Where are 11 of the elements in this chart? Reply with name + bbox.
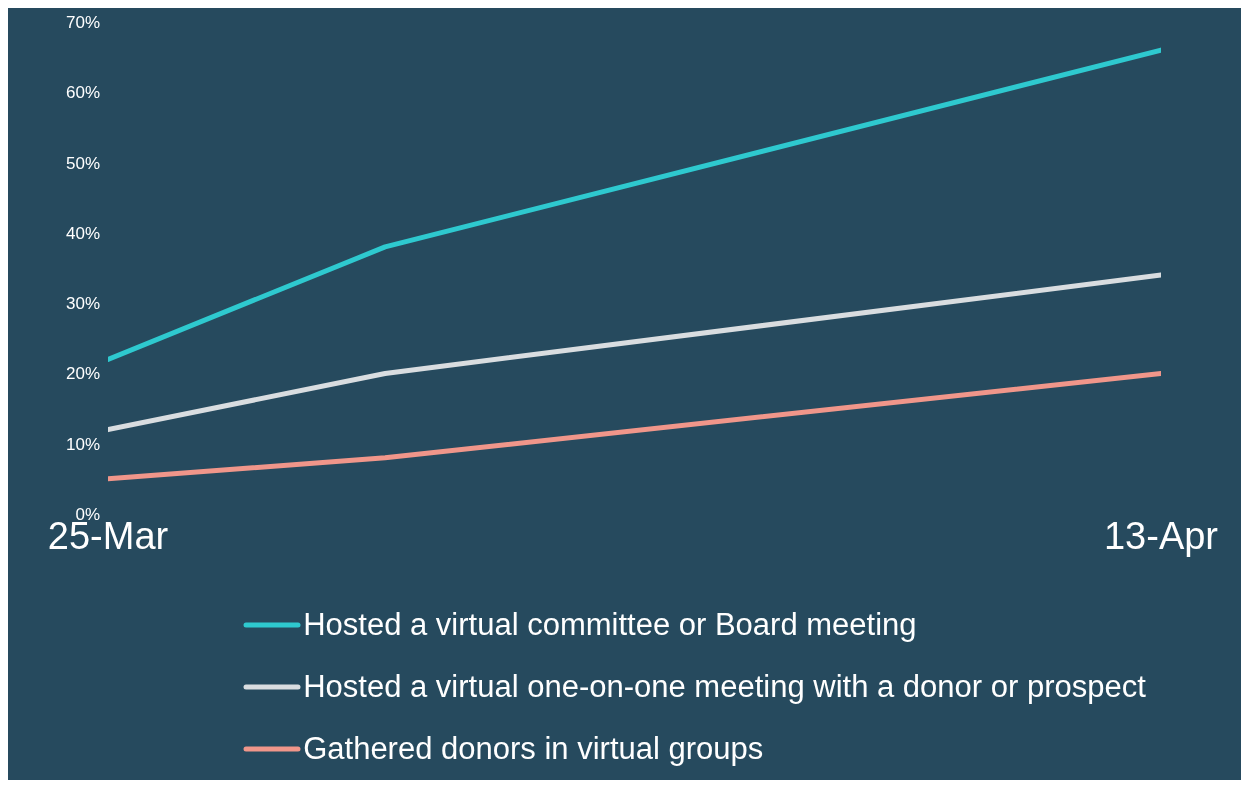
y-tick-label: 50% <box>65 153 100 173</box>
legend-label: Hosted a virtual one-on-one meeting with a donor or prospect <box>303 669 1146 705</box>
x-tick-label: 13-Apr <box>1103 514 1219 557</box>
y-tick-label: 60% <box>65 83 100 103</box>
y-tick-label: 10% <box>65 434 100 454</box>
y-tick-label: 20% <box>65 364 100 384</box>
y-tick-label: 70% <box>65 13 100 33</box>
legend-label: Gathered donors in virtual groups <box>303 731 764 767</box>
y-tick-label: 40% <box>65 223 100 243</box>
y-tick-label: 30% <box>65 294 100 314</box>
legend-label: Hosted a virtual committee or Board meeting <box>303 607 917 643</box>
